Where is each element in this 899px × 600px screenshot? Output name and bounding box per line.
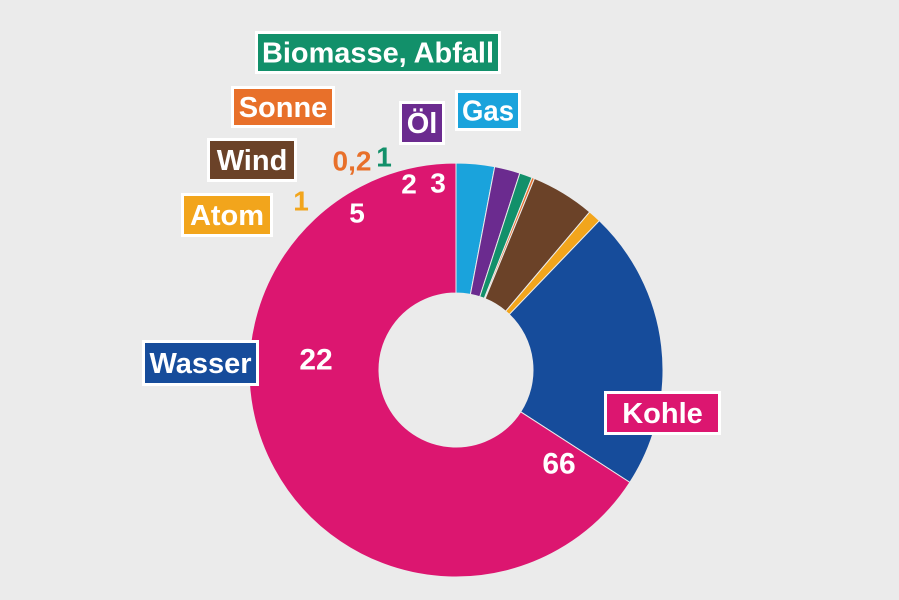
value-label-wasser: 22 xyxy=(299,344,332,377)
category-label-text: Wasser xyxy=(149,348,251,380)
category-label-text: Kohle xyxy=(622,398,703,430)
category-label-text: Gas xyxy=(462,96,514,128)
category-label-wind: Wind xyxy=(207,138,297,182)
category-label-text: Wind xyxy=(217,145,288,177)
value-label-oel: 2 xyxy=(401,169,417,200)
value-label-gas: 3 xyxy=(430,168,446,199)
value-label-kohle: 66 xyxy=(542,448,575,481)
category-labels: Gas Öl Biomasse, Abfall Sonne Wind Atom Wasser… xyxy=(142,31,721,435)
slice-kohle xyxy=(248,162,631,578)
category-label-biomasse-abfall: Biomasse, Abfall xyxy=(255,31,501,74)
category-label-oel: Öl xyxy=(399,101,445,145)
category-label-gas: Gas xyxy=(455,90,521,131)
category-label-wasser: Wasser xyxy=(142,340,259,386)
category-label-text: Öl xyxy=(407,107,438,140)
category-label-atom: Atom xyxy=(181,193,273,237)
category-label-sonne: Sonne xyxy=(231,86,335,128)
value-label-sonne: 0,2 xyxy=(333,146,372,177)
category-label-text: Atom xyxy=(190,200,264,232)
category-label-text: Biomasse, Abfall xyxy=(262,38,494,70)
value-label-wind: 5 xyxy=(349,198,365,229)
category-label-text: Sonne xyxy=(239,92,328,124)
value-label-biomasse-abfall: 1 xyxy=(376,142,392,173)
value-label-atom: 1 xyxy=(293,186,309,217)
category-label-kohle: Kohle xyxy=(604,391,721,435)
